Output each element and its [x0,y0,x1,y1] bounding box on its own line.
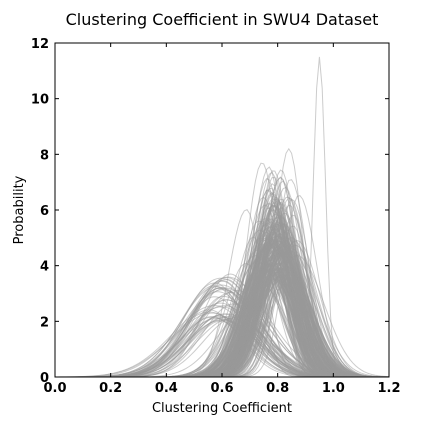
density-curves [54,56,390,378]
y-tick-label: 0 [40,371,49,386]
x-tick-label: 0.6 [210,381,233,396]
x-tick-label: 1.2 [377,381,400,396]
x-tick-label: 0.0 [43,381,66,396]
y-axis-label: Probability [12,175,27,244]
x-tick-label: 0.2 [99,381,122,396]
x-axis-label: Clustering Coefficient [152,401,292,416]
y-tick-label: 4 [40,260,49,275]
x-tick-label: 0.8 [266,381,289,396]
axis-ticks: 0.0 0.2 0.4 0.6 0.8 1.0 1.2 0 2 4 6 8 10 12 [31,37,401,396]
y-tick-label: 6 [40,204,49,219]
y-tick-label: 2 [40,315,49,330]
chart-title: Clustering Coefficient in SWU4 Dataset [66,10,379,29]
y-tick-label: 8 [40,148,49,163]
x-tick-label: 0.4 [155,381,178,396]
y-tick-label: 12 [31,37,49,52]
y-tick-label: 10 [31,93,49,108]
x-tick-label: 1.0 [322,381,345,396]
